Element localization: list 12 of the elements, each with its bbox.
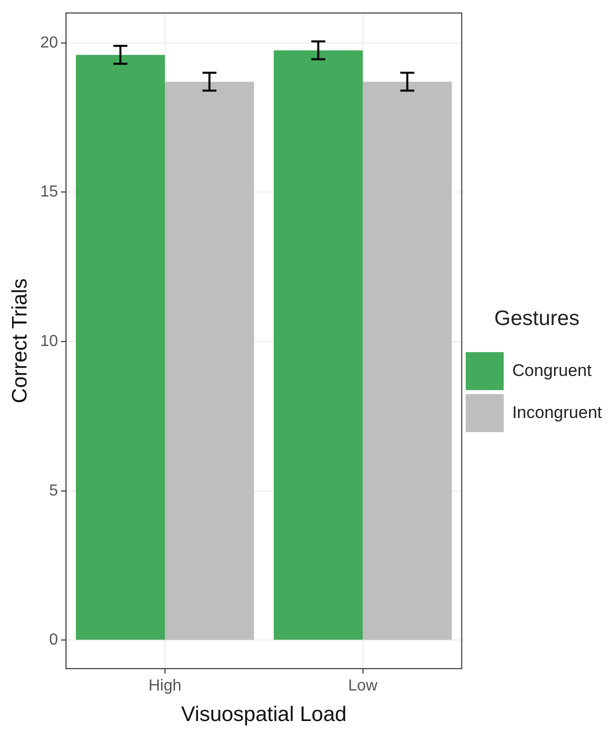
legend-label: Congruent [512,360,592,380]
x-tick-label: Low [348,678,378,695]
x-axis-title: Visuospatial Load [181,703,347,726]
legend-label: Incongruent [512,402,602,422]
x-tick-label: High [148,678,182,695]
y-tick-label: 0 [49,632,58,649]
y-tick-label: 10 [40,332,58,350]
y-tick-label: 5 [49,482,58,500]
legend-title: Gestures [494,307,580,330]
y-axis-title: Correct Trials [8,278,32,404]
y-tick-label: 15 [40,184,58,201]
y-tick-label: 20 [40,34,58,52]
